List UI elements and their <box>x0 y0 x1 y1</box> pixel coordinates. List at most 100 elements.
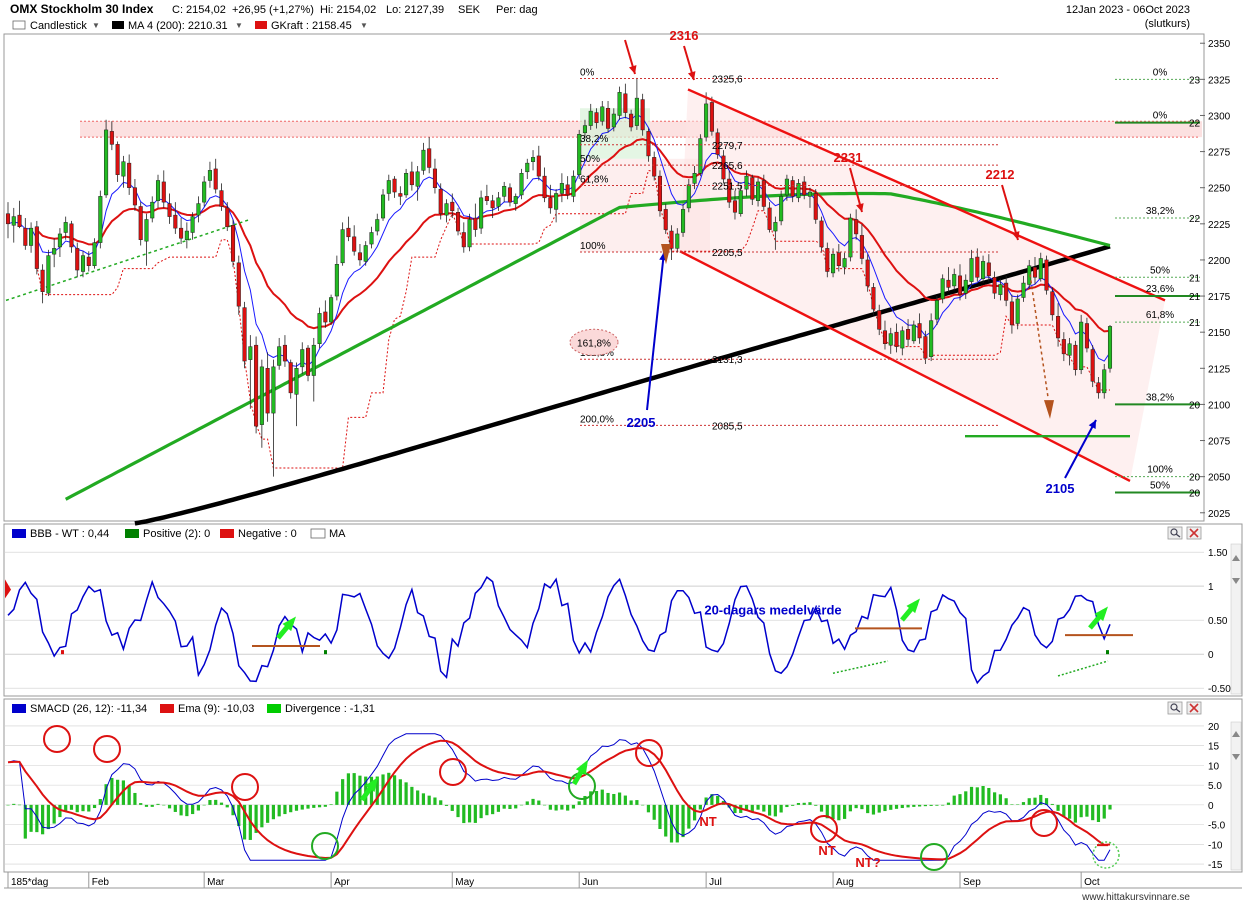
candle-body <box>917 323 922 339</box>
candle-body <box>317 313 322 344</box>
candle-body <box>559 183 564 194</box>
divergence-bar <box>1033 797 1037 805</box>
candle-body <box>490 200 495 209</box>
bbb-scrollbar[interactable] <box>1230 543 1242 695</box>
candle-body <box>906 329 911 340</box>
candle-body <box>519 173 524 196</box>
divergence-bar <box>531 798 535 805</box>
candle-body <box>542 175 547 199</box>
divergence-bar <box>398 779 402 805</box>
bbb-line <box>7 575 1111 685</box>
candle-body <box>652 157 657 177</box>
divergence-bar <box>1056 804 1060 811</box>
scroll-down-icon[interactable] <box>1232 578 1240 584</box>
divergence-bar <box>392 775 397 805</box>
chevron-down-icon[interactable]: ▼ <box>235 21 243 30</box>
chevron-down-icon[interactable]: ▼ <box>360 21 368 30</box>
candle-body <box>11 216 16 226</box>
candle-body <box>732 200 738 213</box>
legend-positive: Positive (2): 0 <box>143 528 210 540</box>
bbb-annotation: 20-dagars medelvärde <box>704 603 841 618</box>
price-type: (slutkurs) <box>1145 18 1190 30</box>
annotation-label: 2205 <box>627 415 656 430</box>
candle-body <box>155 180 161 201</box>
divergence-bar <box>641 804 645 806</box>
candle-body <box>294 368 299 395</box>
divergence-bar <box>1085 804 1089 817</box>
divergence-bar <box>29 804 33 832</box>
candle-body <box>363 245 368 262</box>
divergence-bar <box>144 804 149 807</box>
currency: SEK <box>458 4 481 16</box>
candle-body <box>115 144 120 175</box>
candle-body <box>611 113 616 128</box>
fib-right-label: 23,6% <box>1146 284 1174 295</box>
divergence-bar <box>346 773 351 805</box>
close-icon[interactable] <box>1186 701 1202 715</box>
divergence-bar <box>121 780 125 805</box>
negative-swatch <box>220 529 234 538</box>
candle-body <box>796 183 801 199</box>
divergence-swatch <box>267 704 281 713</box>
fib-label: 50% <box>580 154 600 165</box>
annotation-label: 2231 <box>834 150 863 165</box>
magnify-icon[interactable] <box>1167 701 1183 715</box>
candle-body <box>75 248 80 271</box>
smacd-tick-label: 0 <box>1208 801 1214 812</box>
close-icon[interactable] <box>1186 526 1202 540</box>
divergence-bar <box>871 804 876 815</box>
divergence-bar <box>987 787 991 805</box>
arrow-blue-head <box>1088 420 1096 429</box>
scroll-up-icon[interactable] <box>1232 731 1240 737</box>
legend-smacd: SMACD (26, 12): -11,34 <box>30 703 147 715</box>
x-tick-label: Mar <box>207 877 225 888</box>
divergence-bar <box>1021 802 1026 805</box>
ema-swatch <box>160 704 174 713</box>
scroll-up-icon[interactable] <box>1232 555 1240 561</box>
candle-body <box>934 300 939 320</box>
candle-body <box>998 284 1003 295</box>
bbb-divergence-line <box>1057 660 1109 677</box>
fib-right-value: 23 <box>1189 75 1201 86</box>
chevron-down-icon[interactable]: ▼ <box>92 21 100 30</box>
fib-right-label: 61,8% <box>1146 310 1174 321</box>
instrument-title: OMX Stockholm 30 Index <box>10 2 154 16</box>
candle-body <box>727 178 732 203</box>
signal-circle <box>43 725 71 753</box>
candle-body <box>675 233 680 249</box>
divergence-bar <box>1010 804 1014 805</box>
candle-body <box>1067 343 1072 356</box>
divergence-bar <box>219 802 224 805</box>
divergence-bar <box>577 801 581 805</box>
divergence-bar <box>1096 804 1101 822</box>
signal-circle <box>920 843 948 871</box>
candle-body <box>1050 291 1055 316</box>
ema-line <box>7 739 1111 861</box>
site-credit: www.hittakursvinnare.se <box>1081 892 1190 903</box>
candle-body <box>640 99 645 131</box>
divergence-bar <box>150 804 154 807</box>
divergence-bar <box>444 804 449 806</box>
candle-body <box>582 125 587 134</box>
divergence-bar <box>491 804 495 815</box>
x-tick-label: Aug <box>836 877 854 888</box>
y-tick-label: 2275 <box>1208 148 1231 159</box>
divergence-bar <box>692 804 697 821</box>
candle-body <box>23 227 28 246</box>
candle-body <box>975 256 980 278</box>
y-tick-label: 2150 <box>1208 328 1231 339</box>
candle-body <box>167 203 172 217</box>
divergence-bar <box>17 804 22 806</box>
divergence-bar <box>294 804 299 811</box>
y-tick-label: 2225 <box>1208 220 1231 231</box>
candle-body <box>1015 298 1020 324</box>
divergence-bar <box>606 792 610 805</box>
scroll-down-icon[interactable] <box>1232 754 1240 760</box>
smacd-scrollbar[interactable] <box>1230 721 1242 871</box>
arrow-blue <box>646 251 665 411</box>
candle-body <box>230 225 236 262</box>
candle-body <box>346 227 351 238</box>
magnify-icon[interactable] <box>1167 526 1183 540</box>
candle-body <box>813 193 818 220</box>
